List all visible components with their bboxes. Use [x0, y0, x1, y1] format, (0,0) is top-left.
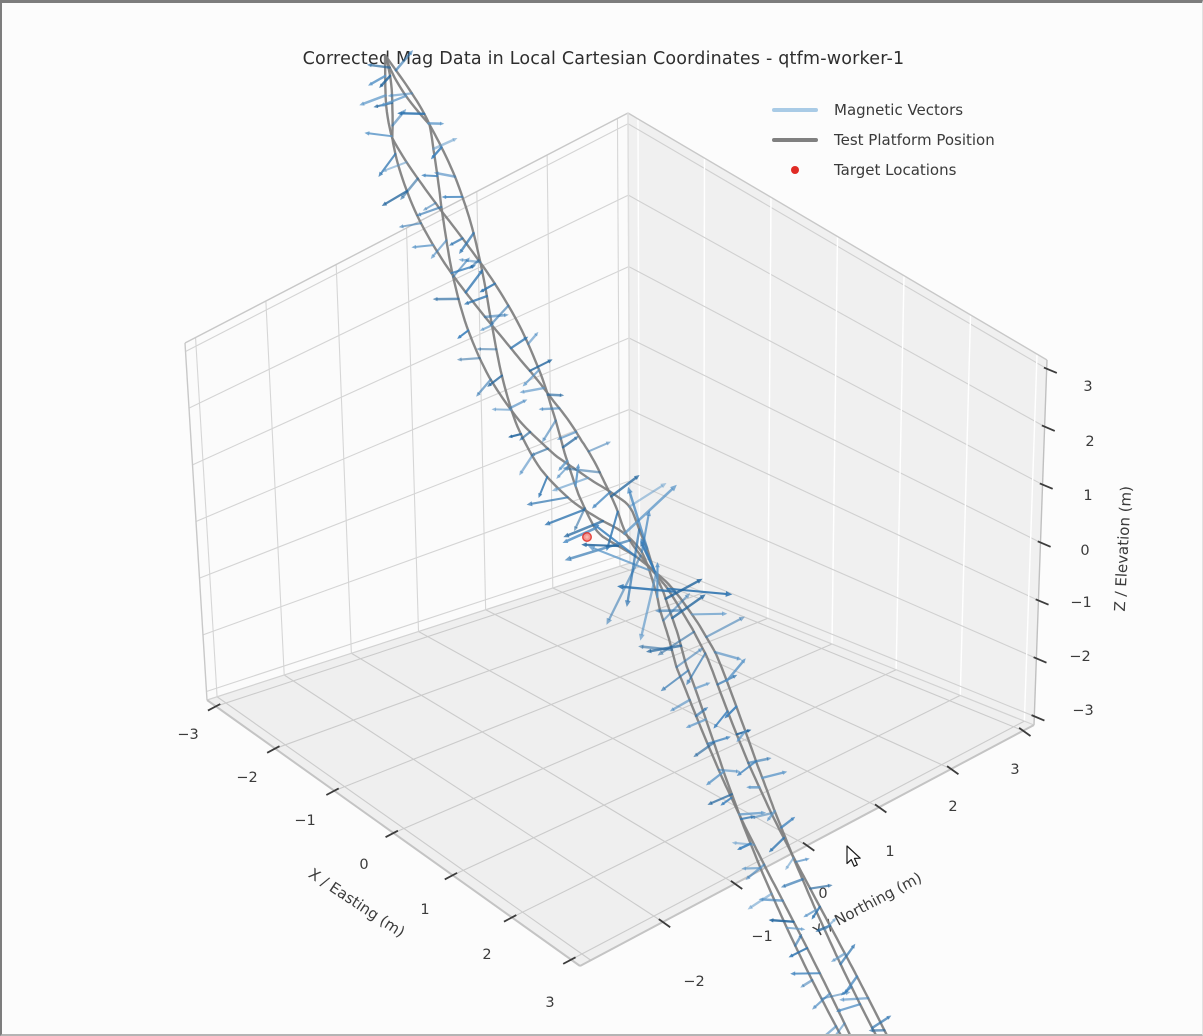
- tick-label: −3: [1072, 703, 1093, 719]
- axis-label: X / Easting (m): [305, 865, 408, 942]
- tick-label: 2: [948, 799, 957, 815]
- tick-label: 3: [545, 995, 554, 1011]
- gray-line-icon: [772, 138, 818, 142]
- tick-label: 2: [482, 947, 491, 963]
- red-dot-icon: [791, 166, 799, 174]
- magnetic-vectors-line-sample: [772, 108, 818, 112]
- tick-label: −1: [294, 813, 315, 829]
- tick-label: 3: [1083, 379, 1092, 395]
- legend-item-magnetic-vectors: Magnetic Vectors: [772, 95, 995, 125]
- tick-label: 1: [420, 902, 429, 918]
- tick-label: 3: [1010, 762, 1019, 778]
- legend: Magnetic Vectors Test Platform Position …: [772, 95, 995, 185]
- target-locations-dot-sample: [772, 166, 818, 174]
- legend-label: Target Locations: [834, 161, 957, 179]
- tick-label: 1: [1083, 488, 1092, 504]
- figure-title: Corrected Mag Data in Local Cartesian Co…: [302, 49, 905, 69]
- mouse-cursor: [846, 845, 861, 867]
- axes-panes: [185, 113, 1047, 966]
- 3d-plot-canvas: −3 −2 −1 0 1 2 3 3 2 1 0 −1 −2 3 2 1 0 −1 −2 −3 X / Easting …: [177, 50, 1136, 1034]
- platform-position-line-sample: [772, 138, 818, 142]
- legend-label: Test Platform Position: [834, 131, 995, 149]
- tick-label: −2: [683, 974, 704, 990]
- tick-label: 0: [1080, 543, 1089, 559]
- axis-label: Z / Elevation (m): [1111, 486, 1136, 612]
- tick-label: 1: [885, 844, 894, 860]
- tick-label: −2: [1069, 649, 1090, 665]
- tick-label: 2: [1085, 434, 1094, 450]
- legend-label: Magnetic Vectors: [834, 101, 964, 119]
- tick-label: −1: [751, 929, 772, 945]
- magnetic-vector-arrows: [359, 50, 892, 1034]
- tick-label: −3: [177, 727, 198, 743]
- tick-label: 0: [359, 857, 368, 873]
- axes-grid: [185, 118, 1047, 961]
- axis-label: Y / Northing (m): [810, 868, 925, 941]
- legend-item-platform-position: Test Platform Position: [772, 125, 995, 155]
- tick-label: 0: [818, 886, 827, 902]
- tick-label: −1: [1070, 595, 1091, 611]
- tick-label: −2: [236, 770, 257, 786]
- blue-line-icon: [772, 108, 818, 112]
- axes-edges: [184, 112, 1048, 967]
- legend-item-target-locations: Target Locations: [772, 155, 995, 185]
- target-marker: [582, 532, 593, 543]
